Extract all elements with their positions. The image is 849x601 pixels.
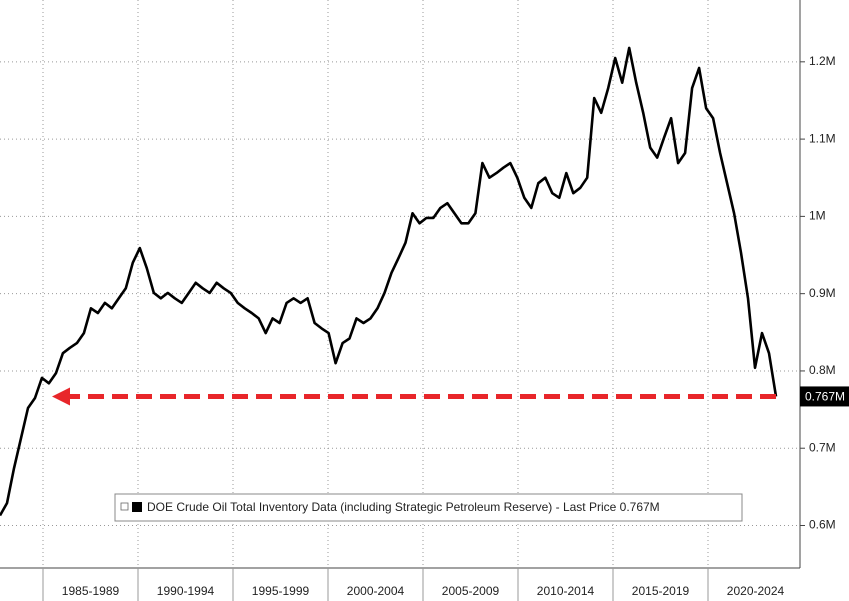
legend-toggle[interactable]	[120, 502, 129, 511]
y-tick-label: 1M	[809, 209, 826, 223]
legend: DOE Crude Oil Total Inventory Data (incl…	[114, 493, 743, 522]
y-tick-label: 1.1M	[809, 131, 836, 145]
legend-label: DOE Crude Oil Total Inventory Data (incl…	[147, 500, 660, 514]
x-tick-label: 2010-2014	[537, 584, 595, 598]
y-tick-label: 1.2M	[809, 54, 836, 68]
y-tick-label: 0.7M	[809, 440, 836, 454]
y-tick-label: 0.6M	[809, 518, 836, 532]
y-tick-label: 0.9M	[809, 286, 836, 300]
x-tick-label: 1995-1999	[252, 584, 310, 598]
last-value-label: 0.767M	[805, 390, 845, 404]
x-tick-label: 2005-2009	[442, 584, 500, 598]
x-tick-label: 1990-1994	[157, 584, 215, 598]
x-tick-label: 2015-2019	[632, 584, 690, 598]
legend-swatch	[132, 502, 142, 512]
last-value-box	[800, 386, 849, 407]
arrow-head	[52, 387, 70, 406]
x-tick-label: 2000-2004	[347, 584, 405, 598]
x-tick-label: 1985-1989	[62, 584, 120, 598]
series-line	[0, 46, 778, 517]
x-tick-label: 2020-2024	[727, 584, 785, 598]
y-tick-label: 0.8M	[809, 363, 836, 377]
legend-box	[114, 493, 743, 522]
